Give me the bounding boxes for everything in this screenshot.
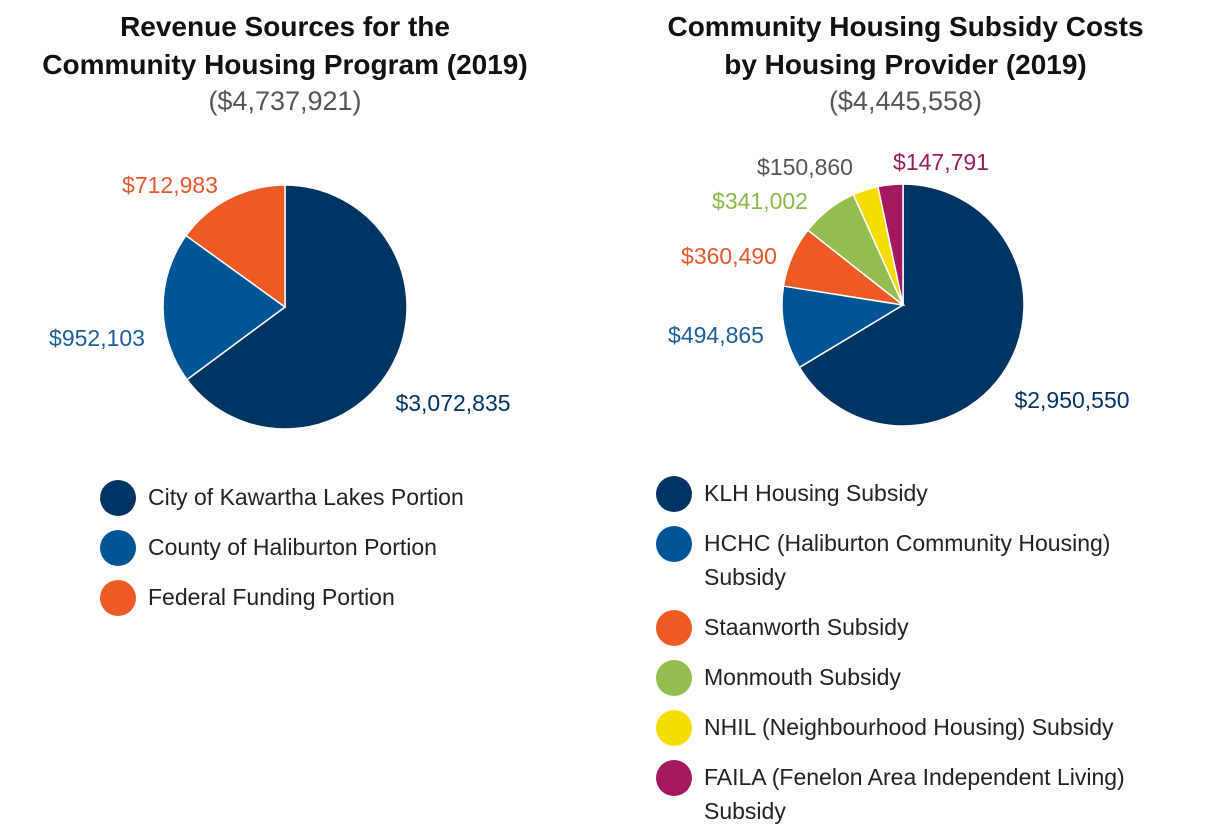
legend-swatch	[656, 610, 692, 646]
chart-subtitle-total: ($4,737,921)	[208, 86, 362, 116]
legend-swatch	[656, 526, 692, 562]
legend-label: KLH Housing Subsidy	[704, 480, 928, 506]
legend-item: FAILA (Fenelon Area Independent Living) …	[656, 760, 1176, 828]
legend-item: City of Kawartha Lakes Portion	[100, 480, 464, 516]
subsidy-pie: $2,950,550 $494,865 $360,490 $341,002 $150,8…	[668, 149, 1130, 427]
pie-slice	[798, 183, 1025, 427]
legend-swatch	[656, 476, 692, 512]
slice-data-label: $494,865	[668, 322, 764, 348]
subsidy-legend: KLH Housing Subsidy HCHC (Haliburton Com…	[656, 476, 1176, 828]
chart-title: Community Housing Subsidy Costs by Housi…	[590, 8, 1221, 84]
pie-slice	[162, 234, 287, 381]
legend-item: County of Haliburton Portion	[100, 530, 464, 566]
slice-data-label: $2,950,550	[1014, 387, 1129, 413]
legend-swatch	[100, 480, 136, 516]
slice-data-label: $150,860	[757, 154, 853, 180]
slice-data-label: $952,103	[49, 325, 145, 351]
legend-item: Federal Funding Portion	[100, 580, 464, 616]
legend-label: Monmouth Subsidy	[704, 664, 901, 690]
legend-label: Federal Funding Portion	[148, 584, 395, 610]
slice-data-label: $3,072,835	[395, 390, 510, 416]
legend-swatch	[656, 660, 692, 696]
legend-label: HCHC (Haliburton Community Housing) Subs…	[704, 530, 1111, 590]
legend-item: Staanworth Subsidy	[656, 610, 1176, 646]
chart-title-line-2: Community Housing Program (2019)	[42, 49, 528, 80]
legend-item: HCHC (Haliburton Community Housing) Subs…	[656, 526, 1176, 594]
revenue-legend: City of Kawartha Lakes Portion County of…	[100, 480, 464, 616]
legend-swatch	[656, 710, 692, 746]
pie-slice	[185, 184, 408, 430]
chart-title: Revenue Sources for the Community Housin…	[0, 8, 570, 84]
slice-data-label: $341,002	[712, 188, 808, 214]
legend-item: Monmouth Subsidy	[656, 660, 1176, 696]
legend-label: County of Haliburton Portion	[148, 534, 437, 560]
chart-title-line-1: Community Housing Subsidy Costs	[667, 11, 1144, 42]
legend-swatch	[100, 530, 136, 566]
pie-slice	[781, 285, 906, 369]
revenue-sources-chart: Revenue Sources for the Community Housin…	[0, 0, 570, 833]
legend-label: NHIL (Neighbourhood Housing) Subsidy	[704, 714, 1114, 740]
legend-item: NHIL (Neighbourhood Housing) Subsidy	[656, 710, 1176, 746]
legend-label: City of Kawartha Lakes Portion	[148, 484, 464, 510]
revenue-pie: $3,072,835 $952,103 $712,983	[49, 172, 511, 430]
pie-slice	[877, 183, 904, 306]
legend-label: Staanworth Subsidy	[704, 614, 909, 640]
chart-title-line-2: by Housing Provider (2019)	[724, 49, 1087, 80]
slice-data-label: $360,490	[681, 243, 777, 269]
legend-swatch	[656, 760, 692, 796]
slice-data-label: $712,983	[122, 172, 218, 198]
housing-subsidy-chart: Community Housing Subsidy Costs by Housi…	[590, 0, 1221, 833]
chart-subtitle-total: ($4,445,558)	[828, 86, 983, 116]
pie-slice	[185, 184, 286, 309]
chart-title-line-1: Revenue Sources for the	[120, 11, 450, 42]
legend-item: KLH Housing Subsidy	[656, 476, 1176, 512]
slice-data-label: $147,791	[893, 149, 989, 175]
legend-swatch	[100, 580, 136, 616]
legend-label: FAILA (Fenelon Area Independent Living) …	[704, 764, 1125, 824]
